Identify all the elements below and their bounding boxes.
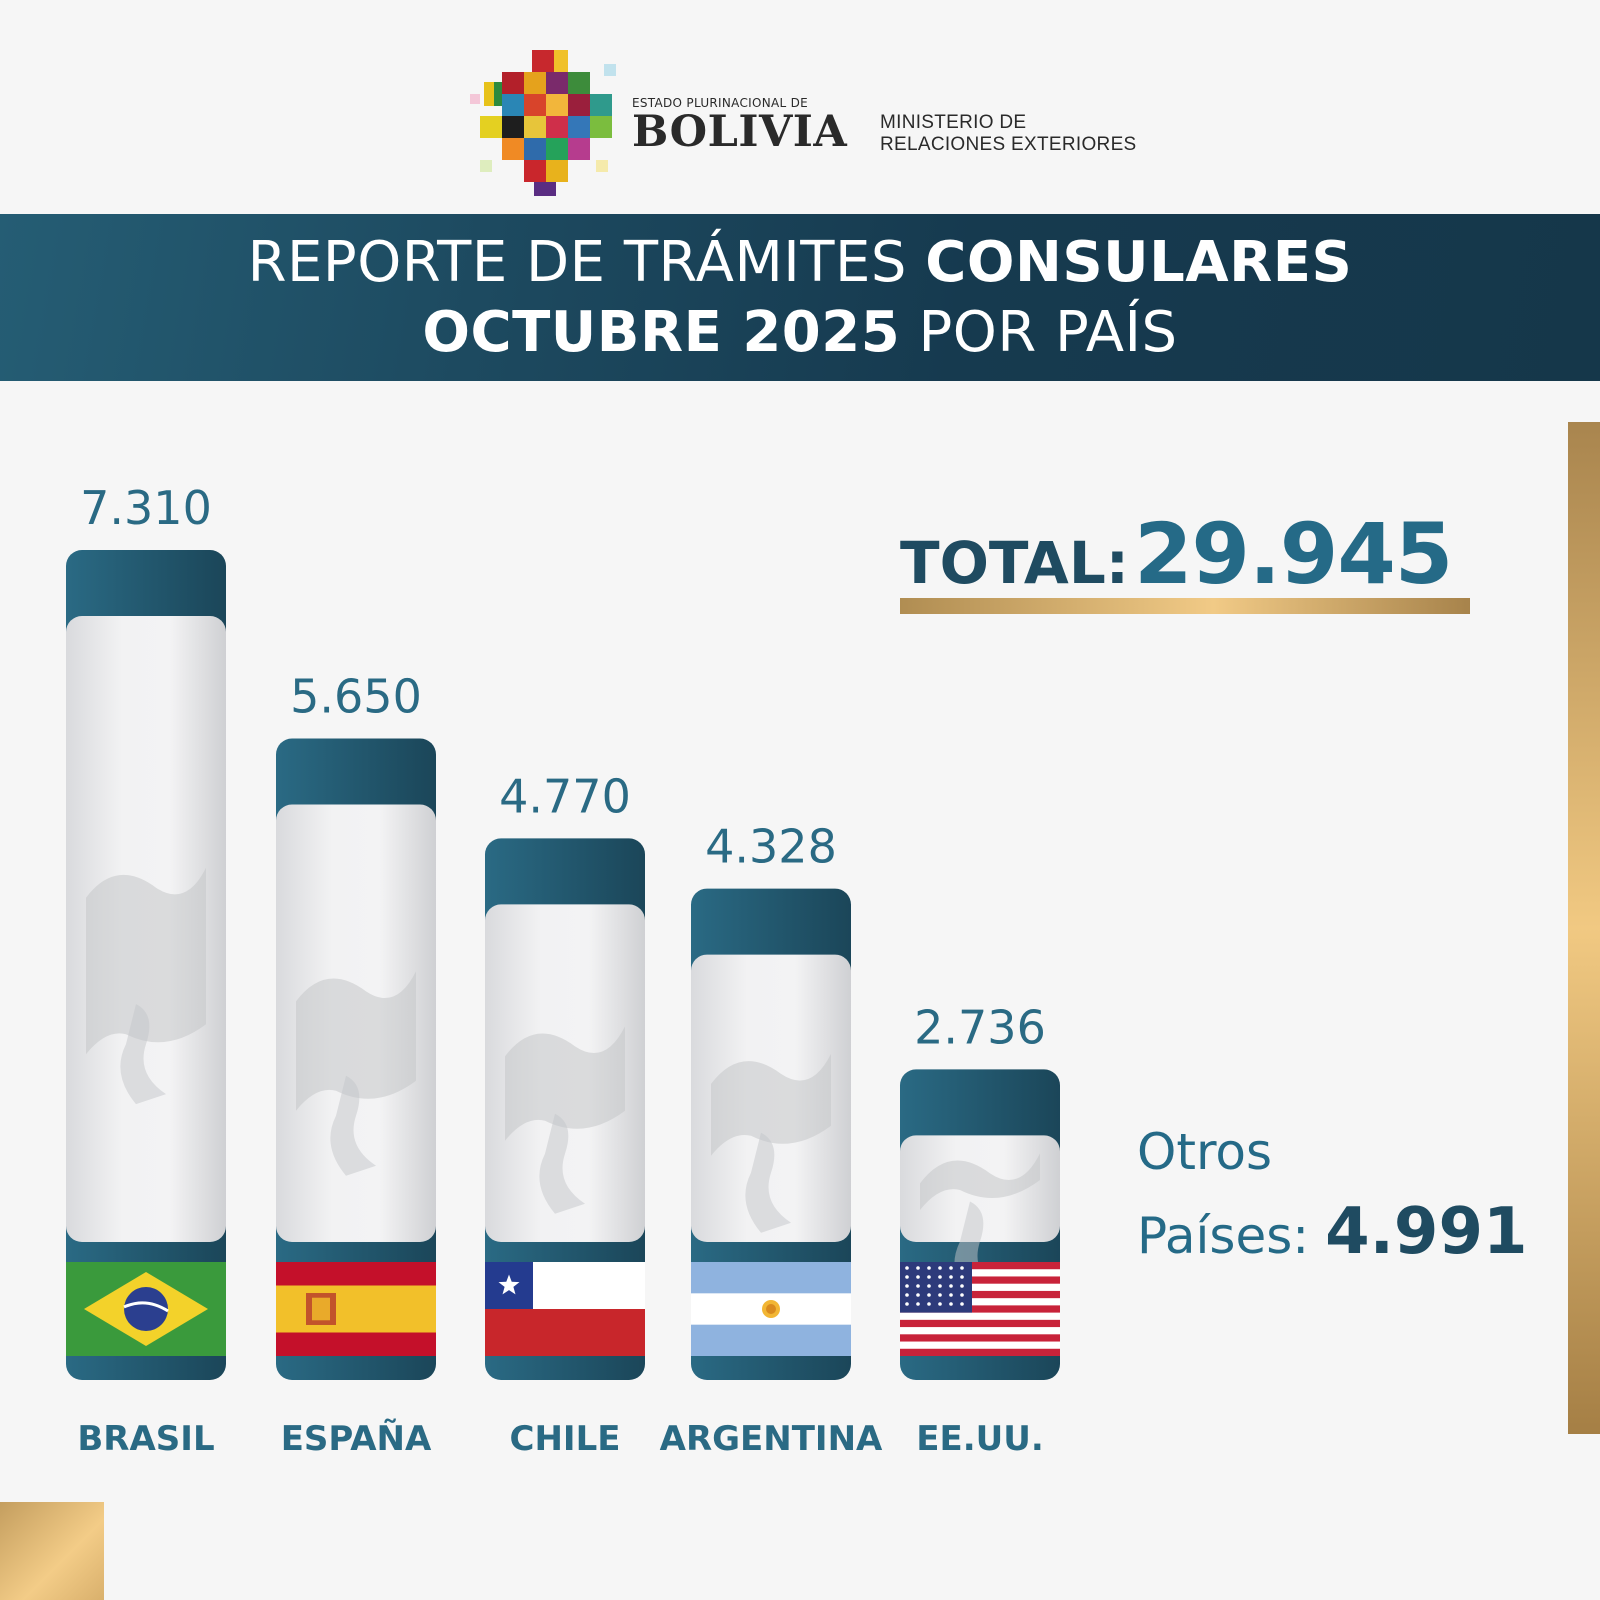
- other-countries-value: 4.991: [1325, 1195, 1528, 1269]
- banner-line-2-bold: OCTUBRE 2025: [422, 300, 901, 365]
- banner-line-2: OCTUBRE 2025 POR PAÍS: [0, 298, 1600, 368]
- bar-map-shape: [539, 1113, 585, 1214]
- gold-side-bar: [1568, 422, 1600, 1434]
- bar-group-2: 4.770 CHILE: [485, 769, 645, 1459]
- ministry-name: MINISTERIO DE RELACIONES EXTERIORES: [880, 112, 1137, 156]
- logo-title: BOLIVIA: [632, 107, 848, 157]
- bar-value-label: 5.650: [290, 669, 422, 723]
- bar-value-label: 4.328: [705, 820, 837, 874]
- bar-value-label: 7.310: [80, 481, 212, 535]
- total-underline: [900, 598, 1470, 614]
- bar-chart: 7.310 BRASIL 5.650 ESPAÑA 4.770 CHILE 4.328 ARG…: [66, 481, 1060, 1459]
- logo-subtitle: ESTADO PLURINACIONAL DE: [632, 96, 809, 110]
- ministry-line-2: RELACIONES EXTERIORES: [880, 134, 1137, 155]
- banner-line-2-regular: POR PAÍS: [900, 300, 1178, 365]
- bar-category-label: ARGENTINA: [660, 1419, 883, 1459]
- bar-map-shape: [920, 1153, 1040, 1211]
- bar-category-label: ESPAÑA: [281, 1418, 432, 1459]
- bar-group-3: 4.328 ARGENTINA: [660, 820, 883, 1459]
- gold-corner-block: [0, 1502, 104, 1600]
- ministry-line-1: MINISTERIO DE: [880, 112, 1027, 133]
- bolivia-wordmark: ESTADO PLURINACIONAL DE BOLIVIA: [632, 96, 847, 154]
- brazil-flag-icon: [66, 1262, 226, 1356]
- bar-map-shape: [711, 1053, 831, 1156]
- bar-group-0: 7.310 BRASIL: [66, 481, 226, 1459]
- bar-map-shape: [330, 1075, 376, 1176]
- bar-map-shape: [86, 867, 206, 1055]
- total-block: TOTAL: 29.945: [900, 505, 1470, 603]
- total-label: TOTAL:: [900, 529, 1129, 597]
- bolivia-logo-mosaic-icon: [470, 50, 616, 196]
- other-countries-block: Otros Países: 4.991: [1137, 1112, 1528, 1276]
- other-countries-label: Países:: [1137, 1207, 1310, 1265]
- bar-value-label: 2.736: [914, 1000, 1046, 1054]
- usa-flag-icon: [900, 1262, 1060, 1356]
- other-countries-line-2: Países: 4.991: [1137, 1192, 1528, 1276]
- bar-group-1: 5.650 ESPAÑA: [276, 669, 436, 1459]
- title-banner: REPORTE DE TRÁMITES CONSULARES OCTUBRE 2…: [0, 214, 1600, 381]
- spain-flag-icon: [276, 1262, 436, 1356]
- bar-map-shape: [745, 1132, 791, 1233]
- bar-category-label: CHILE: [510, 1419, 621, 1459]
- banner-line-1: REPORTE DE TRÁMITES CONSULARES: [0, 228, 1600, 298]
- bar-category-label: BRASIL: [77, 1419, 214, 1459]
- bar-value-label: 4.770: [499, 769, 631, 823]
- chile-flag-icon: [485, 1262, 645, 1356]
- bar-map-shape: [296, 971, 416, 1111]
- bar-category-label: EE.UU.: [916, 1419, 1044, 1459]
- banner-line-1-bold: CONSULARES: [925, 230, 1353, 295]
- bar-map-shape: [505, 1026, 625, 1141]
- bar-map-shape: [120, 1004, 166, 1105]
- bar-group-4: 2.736 EE.UU.: [900, 1000, 1060, 1459]
- total-value: 29.945: [1134, 505, 1453, 603]
- banner-line-1-regular: REPORTE DE TRÁMITES: [247, 230, 926, 295]
- other-countries-line-1: Otros: [1137, 1123, 1273, 1181]
- argentina-flag-icon: [691, 1262, 851, 1356]
